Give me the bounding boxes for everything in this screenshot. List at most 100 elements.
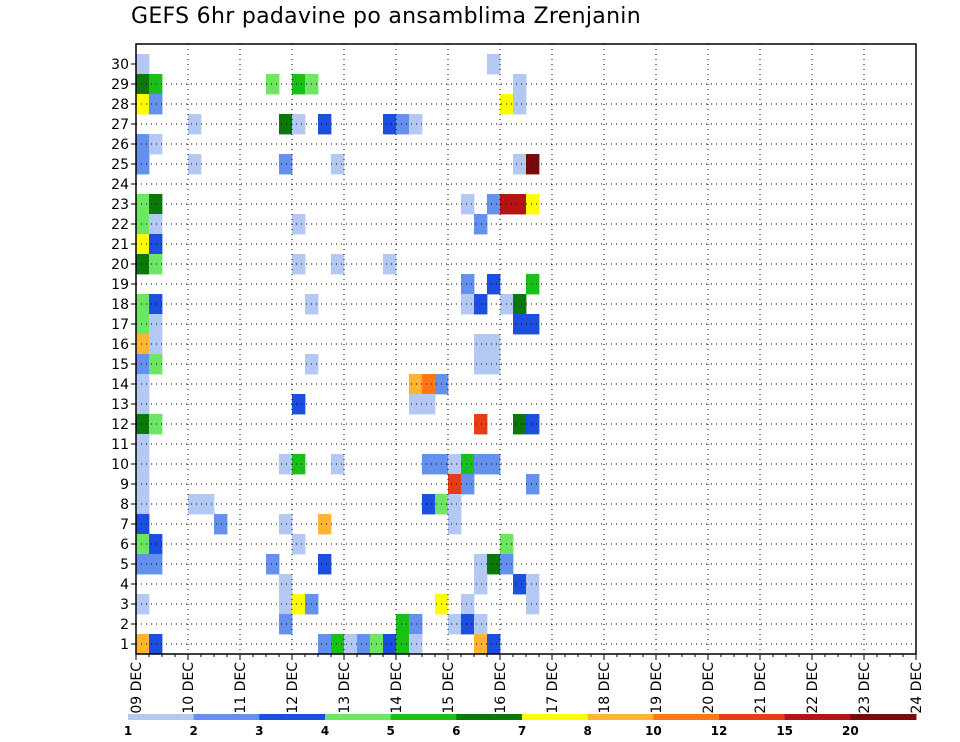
heatmap-cell <box>188 114 202 135</box>
legend-level-label: 10 <box>645 724 662 738</box>
color-legend: 1 2 3 4 5 6 7 8 10 12 15 20 <box>124 714 917 738</box>
heatmap-cell <box>136 634 150 655</box>
heatmap-cell <box>448 474 462 495</box>
heatmap-cell <box>331 454 345 475</box>
heatmap-cell <box>292 594 306 615</box>
heatmap-cell <box>409 114 423 135</box>
y-tick-label: 8 <box>120 497 129 513</box>
heatmap-cell <box>136 74 150 95</box>
heatmap-cell <box>448 494 462 515</box>
y-tick-label: 26 <box>111 137 129 153</box>
heatmap-cell <box>136 134 150 155</box>
heatmap-cell <box>513 294 527 315</box>
legend-swatch <box>522 714 589 720</box>
legend-swatch <box>390 714 457 720</box>
heatmap-cell <box>448 614 462 635</box>
legend-level-label: 12 <box>711 724 728 738</box>
heatmap-cell <box>422 394 436 415</box>
heatmap-cell <box>136 314 150 335</box>
heatmap-cell <box>292 114 306 135</box>
dotted-grid <box>136 44 916 654</box>
y-tick-label: 14 <box>111 377 129 393</box>
x-tick-label: 24 DEC <box>909 662 925 714</box>
x-tick-label: 21 DEC <box>753 662 769 714</box>
heatmap-cell <box>461 274 475 295</box>
heatmap-cell <box>409 614 423 635</box>
heatmap-cell <box>461 454 475 475</box>
y-tick-label: 27 <box>111 117 129 133</box>
heatmap-cell <box>487 454 501 475</box>
heatmap-cell <box>409 394 423 415</box>
heatmap-cell <box>487 634 501 655</box>
legend-swatch <box>128 714 195 720</box>
heatmap-cell <box>513 74 527 95</box>
heatmap-cell <box>331 254 345 275</box>
x-tick-label: 19 DEC <box>649 662 665 714</box>
y-tick-label: 24 <box>111 177 129 193</box>
heatmap-cell <box>474 414 488 435</box>
x-axis: 09 DEC 10 DEC 11 DEC 12 DEC 13 DEC 14 DEC 15 D… <box>129 654 925 714</box>
y-tick-label: 12 <box>111 417 129 433</box>
y-tick-label: 9 <box>120 477 129 493</box>
legend-level-label: 1 <box>124 724 132 738</box>
heatmap-cells <box>136 54 540 655</box>
x-tick-label: 16 DEC <box>493 662 509 714</box>
legend-swatch <box>259 714 326 720</box>
heatmap-cell <box>422 494 436 515</box>
y-tick-label: 17 <box>111 317 129 333</box>
heatmap-cell <box>383 254 397 275</box>
heatmap-cell <box>461 294 475 315</box>
heatmap-cell <box>409 374 423 395</box>
heatmap-cell <box>448 454 462 475</box>
heatmap-cell <box>474 614 488 635</box>
heatmap-cell <box>149 94 163 115</box>
y-tick-label: 15 <box>111 357 129 373</box>
heatmap-cell <box>318 514 332 535</box>
heatmap-cell <box>149 354 163 375</box>
heatmap-cell <box>526 314 540 335</box>
heatmap-cell <box>461 614 475 635</box>
heatmap-cell <box>266 554 280 575</box>
y-tick-label: 25 <box>111 157 129 173</box>
y-tick-label: 18 <box>111 297 129 313</box>
heatmap-cell <box>487 194 501 215</box>
heatmap-cell <box>513 94 527 115</box>
heatmap-cell <box>422 454 436 475</box>
heatmap-cell <box>292 394 306 415</box>
heatmap-cell <box>136 194 150 215</box>
legend-level-label: 6 <box>452 724 460 738</box>
heatmap-cell <box>526 594 540 615</box>
heatmap-cell <box>487 274 501 295</box>
heatmap-cell <box>136 474 150 495</box>
heatmap-cell <box>136 434 150 455</box>
legend-level-label: 4 <box>321 724 329 738</box>
plot-frame <box>135 43 917 655</box>
y-tick-label: 19 <box>111 277 129 293</box>
x-tick-label: 18 DEC <box>597 662 613 714</box>
heatmap-cell <box>279 514 293 535</box>
legend-level-label: 7 <box>518 724 526 738</box>
heatmap-cell <box>292 214 306 235</box>
heatmap-cell <box>474 574 488 595</box>
x-tick-label: 11 DEC <box>233 662 249 714</box>
heatmap-cell <box>279 614 293 635</box>
legend-level-label: 15 <box>776 724 793 738</box>
heatmap-cell <box>149 634 163 655</box>
heatmap-cell <box>344 634 358 655</box>
x-tick-label: 10 DEC <box>181 662 197 714</box>
x-tick-label: 20 DEC <box>701 662 717 714</box>
chart-title: GEFS 6hr padavine po ansamblima Zrenjani… <box>131 4 641 29</box>
x-tick-label: 17 DEC <box>545 662 561 714</box>
heatmap-cell <box>136 254 150 275</box>
heatmap-cell <box>136 214 150 235</box>
heatmap-cell <box>136 594 150 615</box>
x-tick-label: 23 DEC <box>857 662 873 714</box>
heatmap-cell <box>292 254 306 275</box>
heatmap-cell <box>149 74 163 95</box>
heatmap-cell <box>474 294 488 315</box>
y-tick-label: 21 <box>111 237 129 253</box>
heatmap-cell <box>149 254 163 275</box>
y-tick-label: 1 <box>120 637 129 653</box>
heatmap-cell <box>409 634 423 655</box>
